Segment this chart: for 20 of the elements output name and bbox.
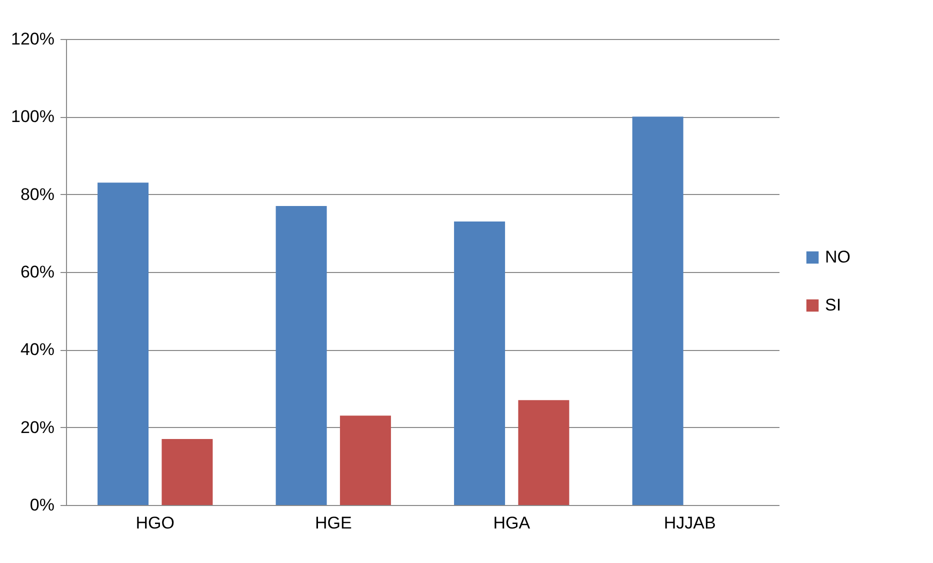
bar [454, 222, 506, 505]
bar [276, 206, 327, 505]
y-tick-label: 120% [11, 30, 54, 48]
bar [340, 416, 391, 505]
bar [98, 182, 149, 505]
y-tick-label: 60% [20, 262, 54, 282]
x-tick-label: HJJAB [664, 514, 716, 532]
y-tick-label: 0% [30, 496, 54, 514]
x-tick-label: HGO [136, 514, 174, 532]
y-tick-label: 80% [20, 184, 54, 204]
y-tick-label: 20% [20, 418, 54, 437]
x-tick-label: HGE [314, 514, 352, 532]
y-tick-label: 100% [11, 107, 54, 126]
bar [632, 116, 684, 505]
y-tick-label: 40% [20, 340, 54, 360]
legend-label: SI [825, 296, 842, 314]
bar [518, 400, 570, 505]
bar [162, 438, 213, 505]
legend-label: NO [825, 248, 850, 266]
x-tick-label: HGA [493, 514, 531, 532]
